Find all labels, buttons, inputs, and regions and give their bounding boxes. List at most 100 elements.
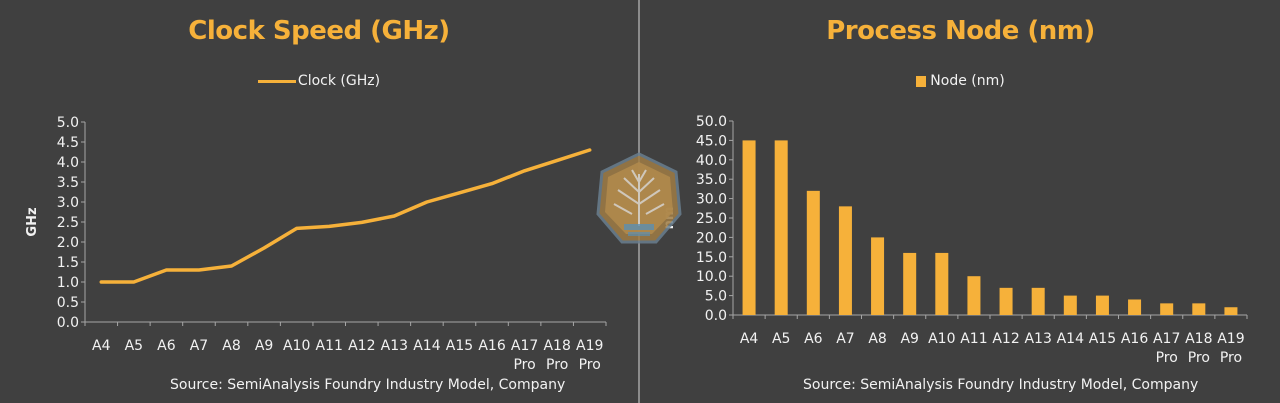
x-tick-label: A6 bbox=[157, 338, 176, 354]
x-tick-label: A10 bbox=[928, 331, 955, 347]
x-tick-label: A15 bbox=[446, 338, 473, 354]
data-point bbox=[327, 224, 331, 228]
x-tick-label: Pro bbox=[546, 357, 568, 373]
x-tick-label: A5 bbox=[125, 338, 143, 354]
bar bbox=[1192, 303, 1206, 315]
x-tick-label: Pro bbox=[513, 357, 535, 373]
x-tick-label: A8 bbox=[222, 338, 240, 354]
x-tick-label: A7 bbox=[190, 338, 208, 354]
x-tick-label: A5 bbox=[772, 331, 790, 347]
y-tick-label: 2.5 bbox=[57, 215, 79, 231]
x-tick-label: A9 bbox=[255, 338, 273, 354]
x-tick-label: A19 bbox=[1217, 331, 1244, 347]
x-tick-label: A18 bbox=[1185, 331, 1212, 347]
x-tick-label: A14 bbox=[1057, 331, 1084, 347]
series-line-clock bbox=[99, 148, 592, 284]
x-tick-label: Pro bbox=[579, 357, 601, 373]
y-axis-title: GHz bbox=[25, 207, 40, 236]
y-tick-label: 4.0 bbox=[57, 155, 79, 171]
bar-chart-plot: 0.0 5.0 10.0 15.0 20.0 25.0 30.0 35.0 40.0 45.0 50… bbox=[662, 114, 1248, 366]
source-text: Source: SemiAnalysis Foundry Industry Mo… bbox=[803, 377, 1199, 393]
y-tick-label: 0.0 bbox=[705, 308, 727, 324]
x-tick-label: A16 bbox=[478, 338, 505, 354]
legend-box-swatch bbox=[916, 75, 927, 87]
x-tick-label: Pro bbox=[1220, 350, 1242, 366]
data-point bbox=[588, 148, 592, 152]
y-tick-label: 5.0 bbox=[705, 289, 727, 305]
data-point bbox=[523, 169, 527, 173]
y-tick-label: 2.0 bbox=[57, 235, 79, 251]
bar bbox=[967, 276, 981, 315]
x-tick-label: A4 bbox=[740, 331, 759, 347]
bar bbox=[1160, 303, 1174, 315]
tree-logo-icon bbox=[596, 152, 682, 244]
data-point bbox=[197, 268, 201, 272]
x-tick-label: A15 bbox=[1089, 331, 1116, 347]
x-tick-label: A13 bbox=[1024, 331, 1051, 347]
x-tick-label: A16 bbox=[1121, 331, 1148, 347]
x-tick-label: A11 bbox=[960, 331, 987, 347]
x-tick-label: A8 bbox=[868, 331, 886, 347]
x-tick-label: A12 bbox=[992, 331, 1019, 347]
bar bbox=[774, 140, 788, 315]
y-tick-label: 0.5 bbox=[57, 295, 79, 311]
y-tick-label: 10.0 bbox=[696, 269, 727, 285]
x-tick-label: Pro bbox=[1156, 350, 1178, 366]
x-tick-label: A4 bbox=[92, 338, 111, 354]
data-point bbox=[295, 226, 299, 230]
data-point bbox=[490, 182, 494, 186]
legend: Node (nm) bbox=[641, 73, 1280, 89]
chart-title: Clock Speed (GHz) bbox=[188, 16, 450, 46]
process-node-chart: Process Node (nm) Node (nm) 0.0 5.0 10.0 15… bbox=[641, 0, 1280, 403]
data-point bbox=[425, 200, 429, 204]
bar bbox=[1031, 287, 1045, 315]
data-point bbox=[230, 264, 234, 268]
x-tick-label: A12 bbox=[348, 338, 375, 354]
source-note: Source: SemiAnalysis Foundry Industry Mo… bbox=[803, 376, 1198, 394]
x-tick-label: A10 bbox=[283, 338, 310, 354]
data-point bbox=[360, 220, 364, 224]
y-tick-label: 45.0 bbox=[696, 133, 727, 149]
y-tick-label: 3.5 bbox=[57, 175, 79, 191]
bar bbox=[903, 252, 917, 315]
data-point bbox=[262, 246, 266, 250]
clock-speed-chart: Clock Speed (GHz) Clock (GHz) 0.0 0.5 1.0 1… bbox=[0, 0, 638, 403]
bar bbox=[838, 206, 852, 315]
y-tick-label: 40.0 bbox=[696, 153, 727, 169]
y-tick-label: 1.0 bbox=[57, 275, 79, 291]
line-chart-plot: 0.0 0.5 1.0 1.5 2.0 2.5 3.0 3.5 4.0 4.5 5.0 A4 A5 A6 A… bbox=[25, 115, 607, 373]
bar bbox=[1128, 299, 1142, 315]
bar bbox=[742, 140, 756, 315]
bar bbox=[1224, 307, 1238, 315]
y-tick-label: 35.0 bbox=[696, 172, 727, 188]
data-point bbox=[555, 158, 559, 162]
x-tick-label: A17 bbox=[511, 338, 538, 354]
x-tick-label: A9 bbox=[900, 331, 918, 347]
y-tick-label: 1.5 bbox=[57, 255, 79, 271]
data-point bbox=[99, 280, 103, 284]
y-tick-label: 4.5 bbox=[57, 135, 79, 151]
source-note: Source: SemiAnalysis Foundry Industry Mo… bbox=[170, 376, 565, 394]
x-tick-label: Pro bbox=[1188, 350, 1210, 366]
legend-line-swatch bbox=[257, 79, 296, 83]
y-tick-label: 30.0 bbox=[696, 192, 727, 208]
bar bbox=[999, 287, 1013, 315]
y-tick-label: 0.0 bbox=[57, 315, 79, 331]
x-tick-label: A14 bbox=[413, 338, 440, 354]
legend-label: Clock (GHz) bbox=[297, 73, 381, 89]
y-tick-label: 50.0 bbox=[696, 114, 727, 130]
y-tick-label: 20.0 bbox=[696, 230, 727, 246]
x-tick-label: A11 bbox=[316, 338, 343, 354]
bar bbox=[1095, 295, 1109, 315]
legend-label: Node (nm) bbox=[930, 73, 1005, 89]
legend: Clock (GHz) bbox=[0, 73, 638, 89]
data-point bbox=[164, 268, 168, 272]
y-tick-label: 25.0 bbox=[696, 211, 727, 227]
x-tick-label: A18 bbox=[543, 338, 570, 354]
x-tick-label: A13 bbox=[381, 338, 408, 354]
x-tick-label: A19 bbox=[576, 338, 603, 354]
y-tick-label: 15.0 bbox=[696, 250, 727, 266]
chart-title: Process Node (nm) bbox=[826, 16, 1095, 46]
bar bbox=[806, 190, 820, 315]
x-tick-label: A17 bbox=[1153, 331, 1180, 347]
